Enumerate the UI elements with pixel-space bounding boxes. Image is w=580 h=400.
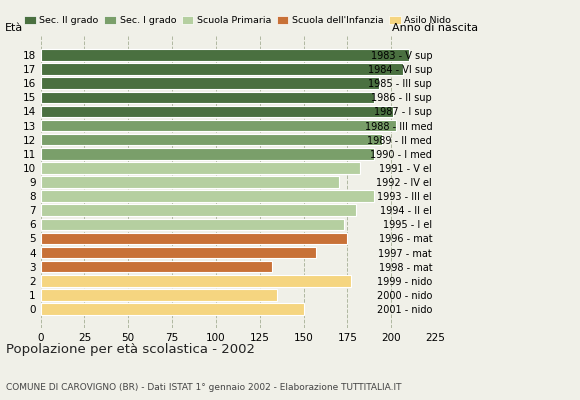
Bar xyxy=(41,120,397,131)
Bar xyxy=(41,261,272,272)
Bar xyxy=(41,204,356,216)
Bar xyxy=(41,49,409,61)
Bar xyxy=(41,134,382,146)
Bar xyxy=(41,106,393,117)
Bar xyxy=(41,233,347,244)
Bar xyxy=(41,303,303,315)
Bar xyxy=(41,63,404,75)
Bar xyxy=(41,162,360,174)
Bar xyxy=(41,275,351,286)
Bar xyxy=(41,176,339,188)
Legend: Sec. II grado, Sec. I grado, Scuola Primaria, Scuola dell'Infanzia, Asilo Nido: Sec. II grado, Sec. I grado, Scuola Prim… xyxy=(24,16,451,26)
Bar xyxy=(41,148,374,160)
Bar xyxy=(41,247,316,258)
Text: COMUNE DI CAROVIGNO (BR) - Dati ISTAT 1° gennaio 2002 - Elaborazione TUTTITALIA.: COMUNE DI CAROVIGNO (BR) - Dati ISTAT 1°… xyxy=(6,383,401,392)
Bar xyxy=(41,190,374,202)
Text: Età: Età xyxy=(5,23,23,33)
Text: Anno di nascita: Anno di nascita xyxy=(392,23,478,33)
Text: Popolazione per età scolastica - 2002: Popolazione per età scolastica - 2002 xyxy=(6,343,255,356)
Bar xyxy=(41,78,379,89)
Bar xyxy=(41,289,277,301)
Bar xyxy=(41,92,374,103)
Bar xyxy=(41,218,344,230)
